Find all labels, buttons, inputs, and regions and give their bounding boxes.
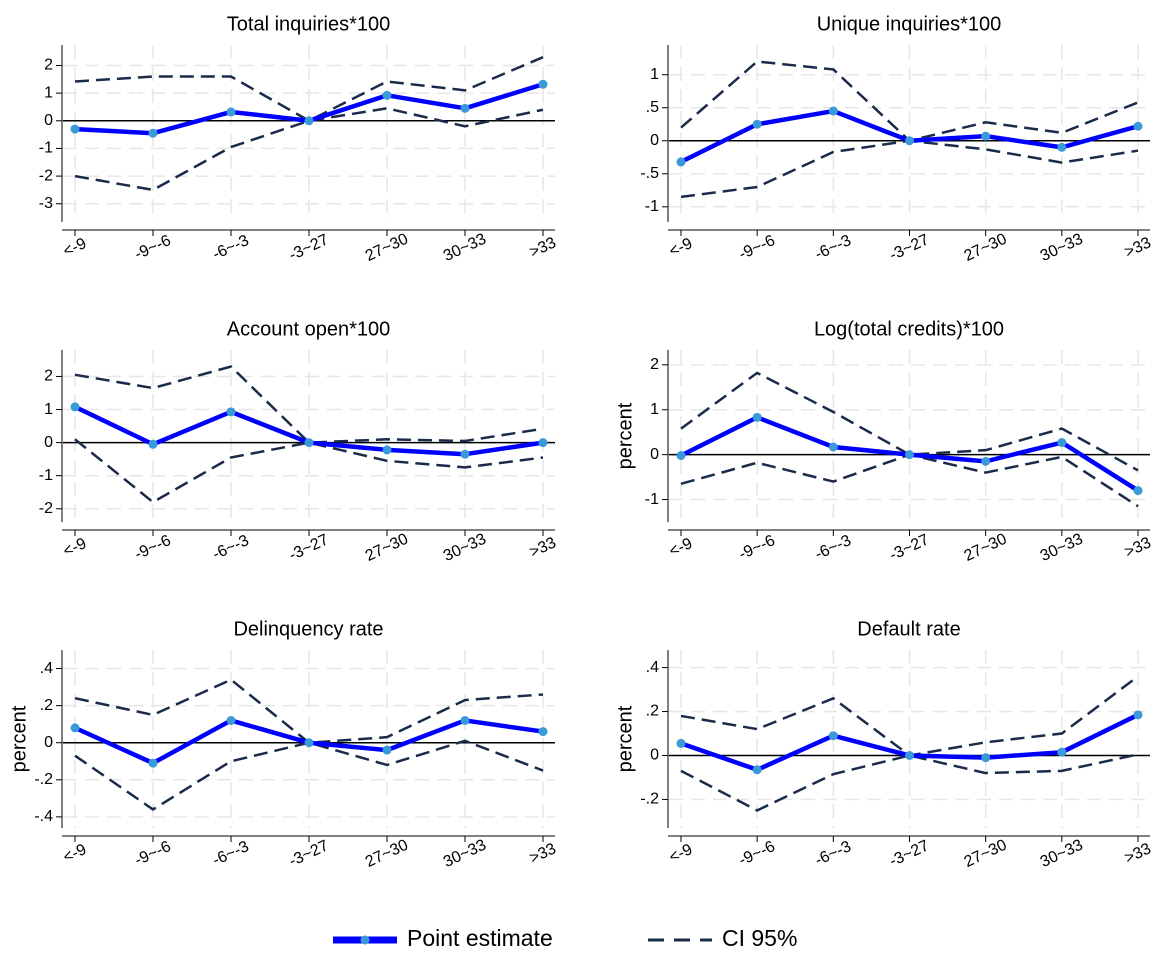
estimate-point [538, 79, 548, 89]
y-tick-label: 0 [44, 434, 53, 451]
estimate-point [981, 753, 991, 763]
estimate-point [148, 758, 158, 768]
legend-label: CI 95% [722, 925, 797, 951]
estimate-point [752, 119, 762, 129]
estimate-point [538, 727, 548, 737]
ci-line [680, 753, 1139, 812]
panel-title: Log(total credits)*100 [814, 318, 1004, 340]
estimate-point [148, 128, 158, 138]
y-tick-label: .2 [646, 703, 659, 720]
estimate-point [828, 106, 838, 116]
estimate-point [70, 402, 80, 412]
ci-line [74, 739, 544, 811]
estimate-point [70, 124, 80, 134]
y-tick-label: .4 [646, 659, 659, 676]
y-tick-label: -1 [645, 198, 659, 215]
y-tick-label: .4 [40, 660, 53, 677]
ci-line [74, 365, 544, 444]
estimate-point [981, 456, 991, 466]
y-tick-label: 1 [44, 84, 53, 101]
y-tick-label: .5 [646, 99, 659, 116]
panel-title: Default rate [857, 618, 960, 640]
panel-title: Account open*100 [227, 318, 390, 340]
estimate-point [828, 731, 838, 741]
y-axis-label: percent [614, 402, 636, 469]
estimate-point [148, 439, 158, 449]
estimate-point [1057, 438, 1067, 448]
y-axis-label: percent [614, 705, 636, 772]
estimate-point [905, 750, 914, 760]
estimate-point [538, 438, 548, 448]
y-tick-label: -1 [39, 467, 53, 484]
estimate-point [226, 107, 236, 117]
y-tick-label: 0 [44, 734, 53, 751]
y-tick-label: 1 [650, 401, 659, 418]
y-tick-label: -.5 [640, 165, 659, 182]
estimate-point [1133, 710, 1143, 720]
estimate-point [382, 90, 392, 100]
estimate-point [460, 103, 470, 113]
estimate-point [905, 136, 914, 146]
estimate-point [905, 450, 914, 460]
y-axis-label: percent [8, 705, 30, 772]
estimate-point [382, 745, 392, 755]
y-tick-label: 0 [650, 132, 659, 149]
y-tick-label: .2 [40, 697, 53, 714]
y-tick-label: 2 [650, 356, 659, 373]
y-tick-label: -1 [645, 491, 659, 508]
estimate-point [304, 738, 314, 748]
panel-title: Unique inquiries*100 [817, 13, 1002, 35]
panel-title: Total inquiries*100 [227, 13, 390, 35]
ci-line [680, 371, 1139, 472]
estimate-point [752, 765, 762, 775]
estimate-point [676, 157, 686, 167]
y-tick-label: -.2 [34, 771, 53, 788]
estimate-point [304, 116, 314, 126]
estimate-point [70, 723, 80, 733]
legend-label: Point estimate [407, 925, 553, 951]
y-tick-label: -.2 [640, 791, 659, 808]
estimate-point [981, 131, 991, 141]
y-tick-label: 0 [650, 747, 659, 764]
estimate-point [676, 738, 686, 748]
ci-line [74, 56, 544, 123]
y-tick-label: 1 [44, 401, 53, 418]
panel-title: Delinquency rate [233, 618, 383, 640]
estimate-point [1133, 121, 1143, 131]
y-tick-label: 1 [650, 66, 659, 83]
y-tick-label: -2 [39, 167, 53, 184]
estimate-point [676, 451, 686, 461]
estimate-point [752, 412, 762, 422]
y-tick-label: -2 [39, 500, 53, 517]
y-tick-label: -3 [39, 195, 53, 212]
estimate-point [304, 438, 314, 448]
legend-swatch-marker [360, 935, 370, 945]
y-tick-label: -1 [39, 140, 53, 157]
estimate-point [1057, 747, 1067, 757]
estimate-point [828, 442, 838, 452]
estimate-point [226, 407, 236, 417]
estimate-point [1133, 486, 1143, 496]
y-tick-label: 2 [44, 57, 53, 74]
ci-line [74, 107, 544, 192]
ci-line [74, 438, 544, 504]
estimate-point [226, 715, 236, 725]
estimate-point [382, 445, 392, 455]
estimate-point [460, 449, 470, 459]
estimate-point [460, 715, 470, 725]
y-tick-label: -.4 [34, 808, 53, 825]
y-tick-label: 0 [650, 446, 659, 463]
estimate-point [1057, 142, 1067, 152]
y-tick-label: 0 [44, 112, 53, 129]
y-tick-label: 2 [44, 368, 53, 385]
